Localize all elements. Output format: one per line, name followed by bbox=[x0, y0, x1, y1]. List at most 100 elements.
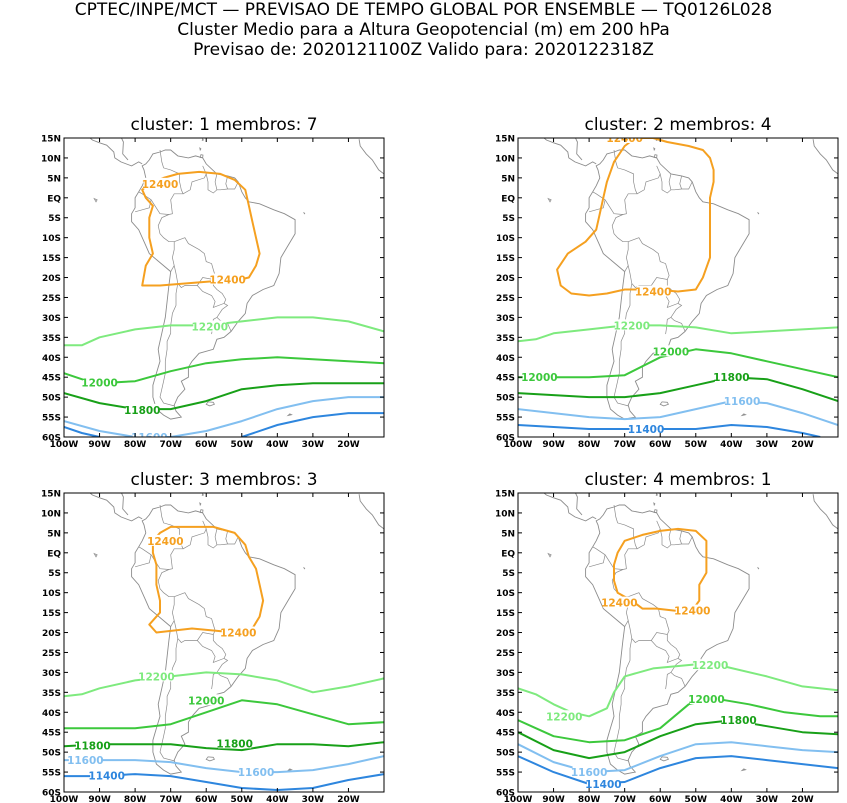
map-frame bbox=[517, 492, 839, 793]
coastline-africa bbox=[358, 139, 384, 175]
country-border bbox=[613, 638, 633, 762]
contour-label-bg bbox=[148, 534, 182, 546]
island-outline bbox=[757, 566, 760, 570]
country-border bbox=[665, 303, 683, 335]
country-border bbox=[659, 173, 693, 194]
lat-label: 15S bbox=[496, 609, 515, 619]
country-border bbox=[135, 554, 152, 568]
lat-label: 20S bbox=[496, 629, 515, 639]
lat-label: 35S bbox=[42, 334, 61, 344]
map-frame bbox=[517, 137, 839, 438]
lon-label: 30W bbox=[302, 440, 325, 450]
lon-label: 70W bbox=[159, 795, 182, 803]
header-line-1: CPTEC/INPE/MCT — PREVISAO DE TEMPO GLOBA… bbox=[74, 0, 773, 20]
lon-label: 100W bbox=[504, 440, 533, 450]
lat-label: 55S bbox=[42, 414, 61, 424]
island-outline bbox=[199, 154, 204, 158]
lon-label: 40W bbox=[266, 795, 289, 803]
lon-label: 40W bbox=[720, 440, 743, 450]
island-outline bbox=[740, 413, 747, 417]
contour-label-bg bbox=[239, 766, 273, 778]
contour-label-bg bbox=[586, 778, 620, 790]
country-border bbox=[679, 175, 682, 190]
lat-label: EQ bbox=[47, 549, 61, 559]
contour-label: 11400 bbox=[628, 424, 665, 436]
lon-label: 30W bbox=[756, 795, 779, 803]
island-outline bbox=[653, 147, 656, 152]
lat-label: 35S bbox=[42, 689, 61, 699]
coastline-central-america bbox=[89, 138, 143, 167]
lat-label: 30S bbox=[496, 669, 515, 679]
country-border bbox=[651, 634, 681, 663]
contour-label: 12000 bbox=[688, 694, 725, 706]
contour-11800 bbox=[518, 719, 838, 760]
contour-label: 12400 bbox=[209, 275, 246, 287]
lat-label: 25S bbox=[42, 649, 61, 659]
contour-label: 12200 bbox=[546, 711, 583, 723]
contour-label-bg bbox=[654, 345, 688, 357]
contour-label: 11800 bbox=[720, 715, 757, 727]
coastline-africa bbox=[812, 494, 838, 530]
lat-label: 60S bbox=[42, 789, 61, 799]
country-border bbox=[592, 149, 638, 215]
island-outline bbox=[199, 502, 202, 507]
contour-label-bg bbox=[689, 693, 723, 705]
contour-label: 11800 bbox=[124, 405, 161, 417]
country-border bbox=[636, 520, 661, 550]
lat-label: 5S bbox=[48, 569, 61, 579]
lat-label: 30S bbox=[42, 314, 61, 324]
lat-label: 10S bbox=[42, 589, 61, 599]
contour-label-bg bbox=[721, 714, 755, 726]
lat-label: 25S bbox=[496, 294, 515, 304]
lon-label: 20W bbox=[791, 795, 814, 803]
lat-label: 20S bbox=[496, 274, 515, 284]
map-frame bbox=[63, 137, 385, 438]
country-border bbox=[157, 569, 175, 627]
lat-label: 60S bbox=[42, 434, 61, 444]
lat-label: EQ bbox=[501, 194, 515, 204]
lat-label: 25S bbox=[42, 294, 61, 304]
contour-label-bg bbox=[522, 371, 556, 383]
lat-label: 15N bbox=[495, 490, 515, 500]
lon-label: 80W bbox=[578, 440, 601, 450]
island-outline bbox=[205, 401, 215, 407]
contour-12200 bbox=[518, 324, 838, 343]
lat-label: 35S bbox=[496, 689, 515, 699]
lon-label: 100W bbox=[504, 795, 533, 803]
island-outline bbox=[199, 509, 204, 513]
contour-label-bg bbox=[572, 766, 606, 778]
contour-label: 11600 bbox=[571, 767, 608, 779]
lon-label: 80W bbox=[124, 440, 147, 450]
lon-label: 60W bbox=[195, 440, 218, 450]
contour-11400 bbox=[518, 755, 838, 785]
coastline-africa bbox=[358, 494, 384, 530]
lon-label: 80W bbox=[578, 795, 601, 803]
island-outline bbox=[205, 756, 215, 762]
lat-label: 15S bbox=[42, 609, 61, 619]
coastline-central-america bbox=[574, 493, 583, 516]
country-border bbox=[225, 175, 228, 190]
map-frame bbox=[63, 492, 385, 793]
lat-label: 10N bbox=[41, 154, 61, 164]
contour-12000 bbox=[64, 699, 384, 730]
country-border bbox=[589, 554, 606, 568]
coastline-central-america bbox=[89, 493, 143, 522]
coastline-central-america bbox=[120, 138, 129, 161]
island-outline bbox=[659, 401, 669, 407]
country-border bbox=[138, 149, 184, 215]
contour-11600 bbox=[64, 755, 384, 774]
contour-label-bg bbox=[132, 431, 166, 437]
lon-label: 100W bbox=[50, 795, 79, 803]
island-outline bbox=[201, 138, 204, 142]
contour-label: 12200 bbox=[192, 322, 229, 334]
contour-label: 12000 bbox=[81, 377, 118, 389]
contour-label: 11600 bbox=[67, 755, 104, 767]
lat-label: 10S bbox=[496, 234, 515, 244]
panel-title: cluster: 3 membros: 3 bbox=[130, 470, 317, 490]
country-border bbox=[613, 283, 633, 407]
contour-label: 12200 bbox=[692, 660, 729, 672]
contour-12200 bbox=[64, 671, 384, 698]
island-outline bbox=[93, 552, 98, 558]
island-outline bbox=[286, 413, 293, 417]
